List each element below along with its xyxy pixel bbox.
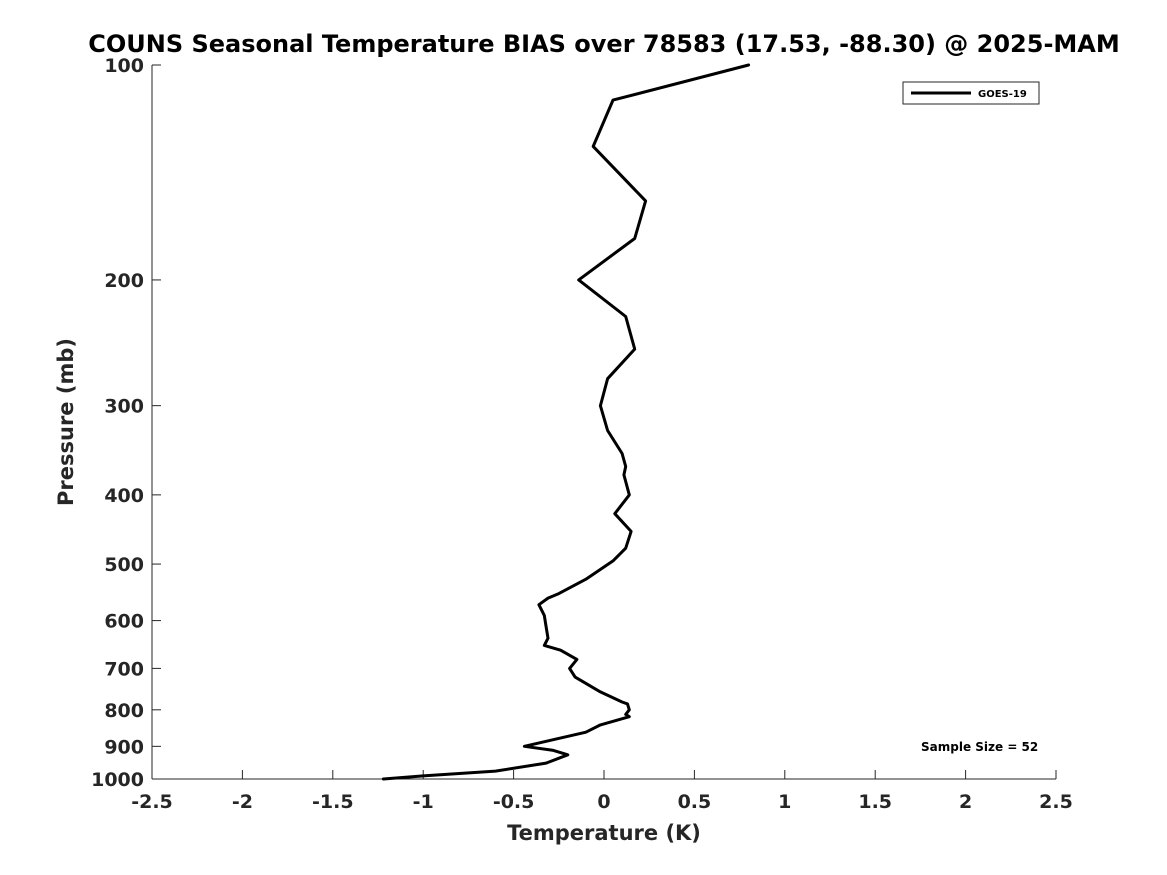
y-tick-label: 200 xyxy=(104,270,144,292)
y-tick-label: 500 xyxy=(104,554,144,576)
legend-label: GOES-19 xyxy=(978,89,1027,100)
x-axis-label: Temperature (K) xyxy=(507,821,701,845)
y-tick-label: 800 xyxy=(104,700,144,722)
x-ticks: -2.5 -2 -1.5 -1 -0.5 0 0.5 1 1.5 2 2.5 xyxy=(131,770,1073,813)
x-tick-label: 0.5 xyxy=(678,791,712,813)
y-axis-label: Pressure (mb) xyxy=(54,338,78,506)
x-tick-label: -1 xyxy=(413,791,434,813)
y-tick-label: 600 xyxy=(104,611,144,633)
x-tick-label: 0 xyxy=(597,791,610,813)
x-tick-label: -2.5 xyxy=(131,791,173,813)
x-tick-label: 1.5 xyxy=(858,791,892,813)
y-tick-label: 1000 xyxy=(91,769,144,791)
y-tick-label: 900 xyxy=(104,736,144,758)
y-tick-label: 100 xyxy=(104,55,144,77)
x-tick-label: -2 xyxy=(232,791,253,813)
y-ticks: 100 200 300 400 500 600 700 800 900 1000 xyxy=(91,55,161,791)
x-tick-label: -0.5 xyxy=(493,791,535,813)
x-tick-label: -1.5 xyxy=(312,791,354,813)
sample-size-annotation: Sample Size = 52 xyxy=(921,740,1038,754)
legend: GOES-19 xyxy=(902,81,1040,105)
series-line-goes-19 xyxy=(381,63,751,781)
y-tick-label: 700 xyxy=(104,658,144,680)
x-tick-label: 2.5 xyxy=(1039,791,1073,813)
y-tick-label: 400 xyxy=(104,485,144,507)
chart-title: COUNS Seasonal Temperature BIAS over 785… xyxy=(88,30,1120,58)
x-tick-label: 2 xyxy=(959,791,972,813)
y-tick-label: 300 xyxy=(104,396,144,418)
x-tick-label: 1 xyxy=(778,791,791,813)
